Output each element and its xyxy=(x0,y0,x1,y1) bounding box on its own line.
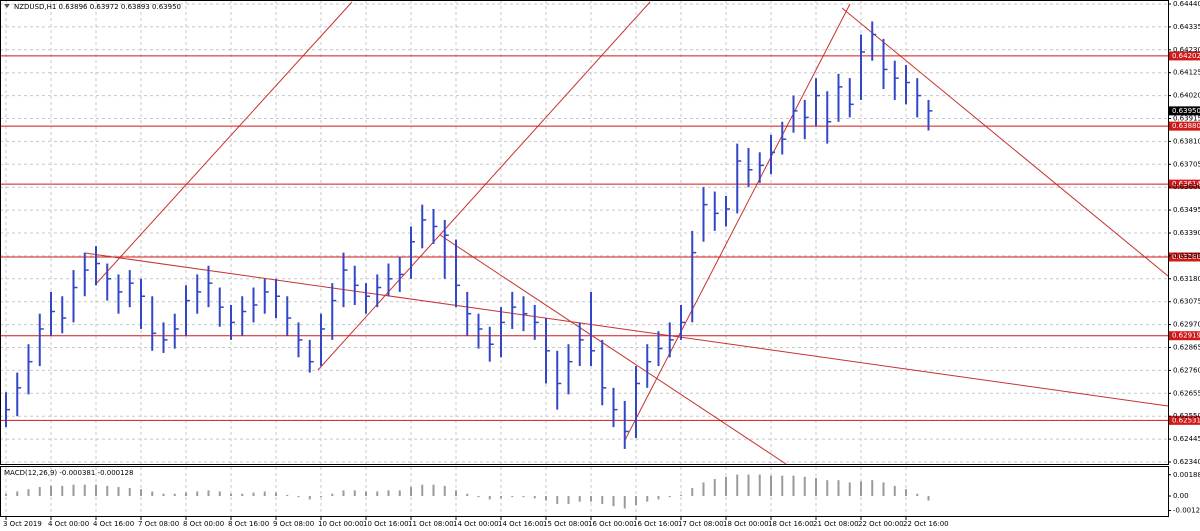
trend-lines xyxy=(84,1,1169,465)
y-tick-label: 0.63810 xyxy=(1173,137,1200,145)
y-tick-label: 0.64440 xyxy=(1173,0,1200,8)
x-tick-label: 14 Oct 00:00 xyxy=(453,520,499,528)
level-tag xyxy=(1169,179,1200,189)
macd-title: MACD(12,26,9) -0.000381 -0.000128 xyxy=(4,469,133,477)
level-label: 0.62531 xyxy=(1172,416,1200,424)
trend-line xyxy=(94,1,353,286)
y-tick-label: 0.64230 xyxy=(1173,46,1200,54)
y-tick-label: 0.62340 xyxy=(1173,458,1200,466)
trend-line xyxy=(624,3,851,441)
trend-line xyxy=(439,234,787,465)
level-label: 0.63280 xyxy=(1172,253,1200,261)
y-tick-label: 0.62445 xyxy=(1173,435,1200,443)
y-tick-label: 0.63495 xyxy=(1173,206,1200,214)
y-tick-label: 0.64335 xyxy=(1173,23,1200,31)
y-tick-label: 0.63285 xyxy=(1173,252,1200,260)
level-tag xyxy=(1169,121,1200,131)
y-tick-label: 0.63180 xyxy=(1173,275,1200,283)
x-tick-label: 10 Oct 16:00 xyxy=(363,520,409,528)
levels: 0.64202 0.63880 0.63614 0.63280 0.62919 0.625… xyxy=(0,51,1200,425)
price-frame xyxy=(0,0,1169,465)
level-tag xyxy=(1169,331,1200,341)
x-tick-label: 4 Oct 00:00 xyxy=(48,520,89,528)
y-tick-label: 0.62970 xyxy=(1173,321,1200,329)
x-tick-label: 18 Oct 16:00 xyxy=(768,520,814,528)
macd-tick-label: -0.00128 xyxy=(1173,507,1200,515)
y-tick-label: 0.62550 xyxy=(1173,412,1200,420)
x-tick-label: 15 Oct 08:00 xyxy=(543,520,589,528)
x-tick-label: 22 Oct 16:00 xyxy=(903,520,949,528)
chart-icon xyxy=(4,4,10,8)
price-bars xyxy=(5,21,933,449)
x-tick-label: 4 Oct 16:00 xyxy=(93,520,134,528)
level-label: 0.63614 xyxy=(1172,180,1200,188)
y-tick-label: 0.62865 xyxy=(1173,344,1200,352)
axes: 0.64440 0.64335 0.64230 0.64125 0.64020 0.639… xyxy=(3,0,1200,528)
x-tick-label: 3 Oct 2019 xyxy=(3,520,42,528)
y-tick-label: 0.64125 xyxy=(1173,69,1200,77)
x-tick-label: 9 Oct 08:00 xyxy=(273,520,314,528)
x-tick-label: 8 Oct 16:00 xyxy=(228,520,269,528)
y-tick-label: 0.62655 xyxy=(1173,389,1200,397)
x-tick-label: 7 Oct 08:00 xyxy=(138,520,179,528)
price-label: 0.63950 xyxy=(1172,107,1200,115)
macd-tick-label: 0.00188 xyxy=(1173,471,1200,479)
y-tick-label: 0.62760 xyxy=(1173,366,1200,374)
x-tick-label: 18 Oct 00:00 xyxy=(723,520,769,528)
level-tag xyxy=(1169,415,1200,425)
trend-line xyxy=(841,7,1169,277)
x-tick-label: 22 Oct 00:00 xyxy=(858,520,904,528)
macd-frame xyxy=(0,466,1169,517)
x-tick-label: 21 Oct 08:00 xyxy=(813,520,859,528)
macd-panel xyxy=(5,474,930,509)
x-tick-label: 8 Oct 00:00 xyxy=(183,520,224,528)
x-tick-label: 10 Oct 00:00 xyxy=(318,520,364,528)
level-label: 0.64202 xyxy=(1172,52,1200,60)
y-tick-label: 0.64020 xyxy=(1173,92,1200,100)
x-tick-label: 16 Oct 00:00 xyxy=(588,520,634,528)
trend-line xyxy=(84,252,1169,407)
level-label: 0.62919 xyxy=(1172,332,1200,340)
y-tick-label: 0.63915 xyxy=(1173,115,1200,123)
x-tick-label: 14 Oct 16:00 xyxy=(498,520,544,528)
chart-title: NZDUSD,H1 0.63896 0.63972 0.63893 0.6395… xyxy=(14,3,181,11)
level-label: 0.63880 xyxy=(1172,122,1200,130)
level-tag xyxy=(1169,252,1200,262)
level-tag xyxy=(1169,51,1200,61)
price-tag xyxy=(1169,106,1200,116)
x-tick-label: 11 Oct 08:00 xyxy=(408,520,454,528)
y-tick-label: 0.63705 xyxy=(1173,160,1200,168)
x-tick-label: 16 Oct 16:00 xyxy=(633,520,679,528)
x-tick-label: 17 Oct 08:00 xyxy=(678,520,724,528)
y-tick-label: 0.63075 xyxy=(1173,298,1200,306)
y-tick-label: 0.63390 xyxy=(1173,229,1200,237)
trend-line xyxy=(317,1,651,371)
macd-tick-label: 0.00 xyxy=(1173,492,1189,500)
y-tick-label: 0.63600 xyxy=(1173,183,1200,191)
